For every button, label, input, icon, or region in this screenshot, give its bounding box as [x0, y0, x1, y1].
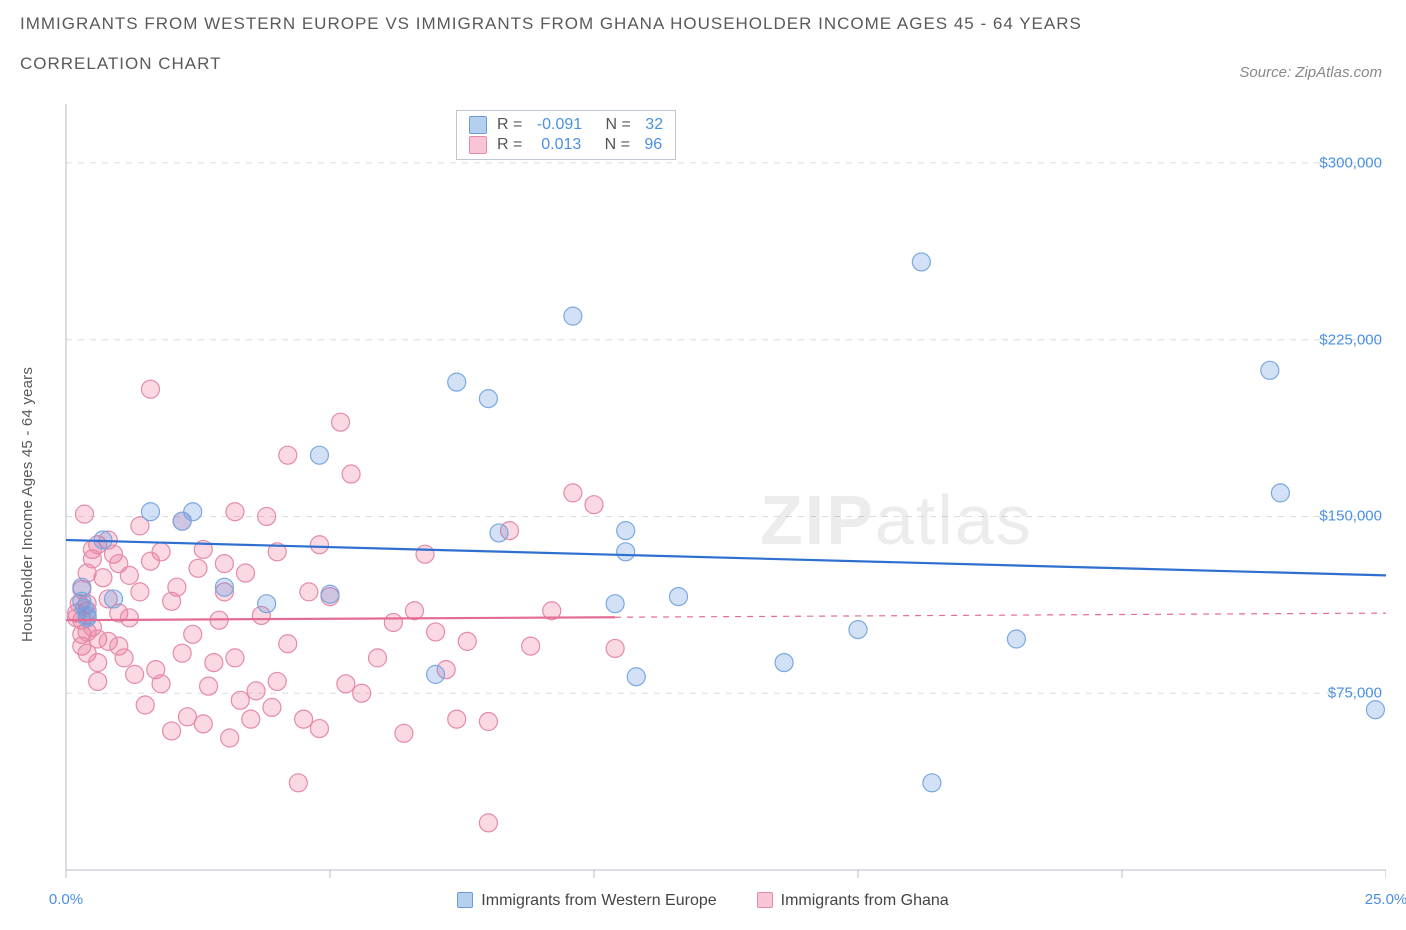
legend-label: Immigrants from Ghana	[781, 892, 949, 909]
stats-legend-row: R = 0.013 N = 96	[457, 135, 675, 155]
watermark: ZIPatlas	[760, 480, 1033, 560]
stats-legend-row: R = -0.091 N = 32	[457, 115, 675, 135]
bottom-legend: Immigrants from Western Europe Immigrants…	[20, 892, 1386, 910]
y-tick-label: $300,000	[1319, 154, 1382, 171]
source-name: ZipAtlas.com	[1295, 64, 1382, 81]
bottom-legend-item: Immigrants from Ghana	[757, 892, 949, 910]
source-label: Source:	[1239, 64, 1295, 81]
y-tick-label: $75,000	[1328, 685, 1382, 702]
y-tick-label: $225,000	[1319, 331, 1382, 348]
legend-swatch	[469, 136, 487, 154]
y-tick-label: $150,000	[1319, 508, 1382, 525]
legend-label: Immigrants from Western Europe	[481, 892, 716, 909]
bottom-legend-item: Immigrants from Western Europe	[457, 892, 716, 910]
stats-legend: R = -0.091 N = 32R = 0.013 N = 96	[456, 110, 676, 160]
chart-svg	[20, 104, 1386, 910]
correlation-chart: Householder Income Ages 45 - 64 years ZI…	[20, 104, 1386, 910]
chart-title-main: IMMIGRANTS FROM WESTERN EUROPE VS IMMIGR…	[20, 14, 1082, 34]
chart-source: Source: ZipAtlas.com	[1239, 64, 1382, 81]
y-axis-title: Householder Income Ages 45 - 64 years	[16, 174, 40, 834]
legend-swatch	[457, 892, 473, 908]
legend-swatch	[469, 116, 487, 134]
chart-title-sub: CORRELATION CHART	[20, 54, 1082, 74]
legend-swatch	[757, 892, 773, 908]
